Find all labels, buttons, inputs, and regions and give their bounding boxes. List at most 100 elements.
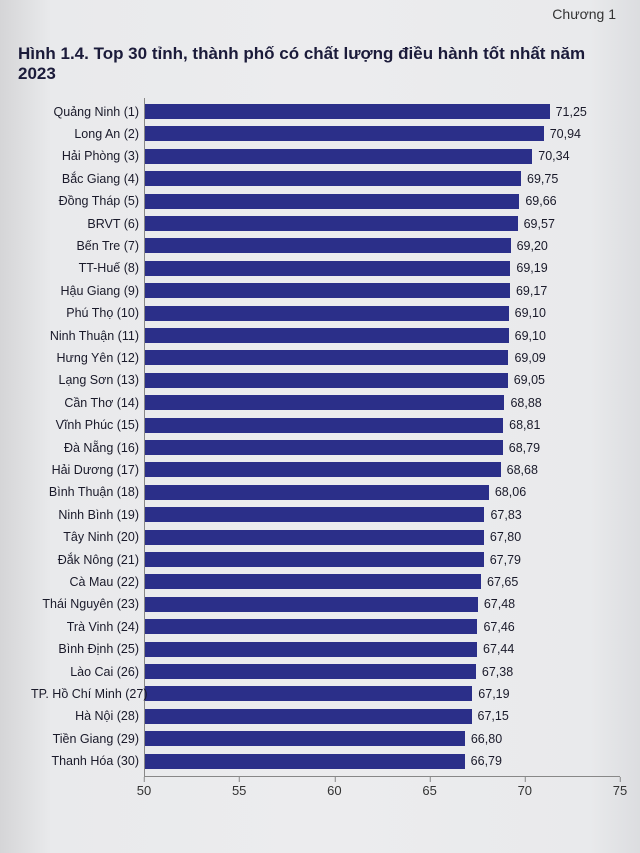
bar-row: Đà Nẵng (16)68,79 [145, 440, 620, 455]
y-label: Đà Nẵng (16) [31, 441, 145, 455]
bar [145, 306, 509, 321]
bar-row: Hải Dương (17)68,68 [145, 462, 620, 477]
bar [145, 194, 519, 209]
bar-row: Cà Mau (22)67,65 [145, 574, 620, 589]
y-label: Ninh Thuận (11) [31, 329, 145, 343]
bar [145, 664, 476, 679]
value-label: 68,81 [509, 418, 540, 432]
y-label: Cà Mau (22) [31, 575, 145, 589]
bar-row: Đồng Tháp (5)69,66 [145, 194, 620, 209]
bar [145, 216, 518, 231]
x-tick: 75 [613, 783, 627, 798]
y-label: Hải Phòng (3) [31, 149, 145, 163]
value-label: 68,68 [507, 463, 538, 477]
value-label: 69,17 [516, 284, 547, 298]
value-label: 67,19 [478, 687, 509, 701]
y-label: Bình Thuận (18) [31, 485, 145, 499]
bar-row: Thanh Hóa (30)66,79 [145, 754, 620, 769]
y-label: Tiền Giang (29) [31, 732, 145, 746]
y-label: Thanh Hóa (30) [31, 754, 145, 768]
bar [145, 552, 484, 567]
value-label: 67,83 [490, 508, 521, 522]
value-label: 69,75 [527, 172, 558, 186]
bar [145, 597, 478, 612]
bar [145, 171, 521, 186]
bar [145, 328, 509, 343]
bar-row: Ninh Bình (19)67,83 [145, 507, 620, 522]
bar-row: Hà Nội (28)67,15 [145, 709, 620, 724]
y-label: Bình Định (25) [31, 642, 145, 656]
y-label: Hậu Giang (9) [31, 284, 145, 298]
bar-row: Thái Nguyên (23)67,48 [145, 597, 620, 612]
bar [145, 395, 504, 410]
bar [145, 440, 503, 455]
y-label: Ninh Bình (19) [31, 508, 145, 522]
value-label: 69,66 [525, 194, 556, 208]
y-label: Lạng Sơn (13) [31, 373, 145, 387]
bar-row: Lào Cai (26)67,38 [145, 664, 620, 679]
x-tick: 50 [137, 783, 151, 798]
bar [145, 754, 465, 769]
chart-title: Hình 1.4. Top 30 tỉnh, thành phố có chất… [18, 44, 622, 84]
bar [145, 619, 477, 634]
bar [145, 731, 465, 746]
x-tick: 70 [518, 783, 532, 798]
y-label: Bến Tre (7) [31, 239, 145, 253]
bar-row: Trà Vinh (24)67,46 [145, 619, 620, 634]
value-label: 67,48 [484, 597, 515, 611]
bar [145, 686, 472, 701]
y-label: Long An (2) [31, 127, 145, 141]
value-label: 67,15 [478, 709, 509, 723]
x-tick: 65 [422, 783, 436, 798]
bar-row: Ninh Thuận (11)69,10 [145, 328, 620, 343]
value-label: 69,19 [516, 261, 547, 275]
bar-row: Phú Thọ (10)69,10 [145, 306, 620, 321]
bar-row: Lạng Sơn (13)69,05 [145, 373, 620, 388]
y-label: Bắc Giang (4) [31, 172, 145, 186]
value-label: 67,80 [490, 530, 521, 544]
value-label: 66,80 [471, 732, 502, 746]
value-label: 66,79 [471, 754, 502, 768]
y-label: Vĩnh Phúc (15) [31, 418, 145, 432]
bar-row: TT-Huế (8)69,19 [145, 261, 620, 276]
value-label: 69,10 [515, 329, 546, 343]
bar [145, 418, 503, 433]
bar-row: Bến Tre (7)69,20 [145, 238, 620, 253]
y-label: Hà Nội (28) [31, 709, 145, 723]
plot-area: Quảng Ninh (1)71,25Long An (2)70,94Hải P… [144, 98, 620, 777]
value-label: 67,79 [490, 553, 521, 567]
y-label: Quảng Ninh (1) [31, 105, 145, 119]
bar-row: Đắk Nông (21)67,79 [145, 552, 620, 567]
bar-row: Bình Thuận (18)68,06 [145, 485, 620, 500]
y-label: Phú Thọ (10) [31, 306, 145, 320]
y-label: Trà Vinh (24) [31, 620, 145, 634]
bar [145, 149, 532, 164]
bar [145, 642, 477, 657]
y-label: Đắk Nông (21) [31, 553, 145, 567]
bar [145, 530, 484, 545]
bar [145, 283, 510, 298]
value-label: 69,05 [514, 373, 545, 387]
bar-row: Hưng Yên (12)69,09 [145, 350, 620, 365]
y-label: Hưng Yên (12) [31, 351, 145, 365]
bar [145, 350, 508, 365]
bar [145, 126, 544, 141]
bar-row: TP. Hồ Chí Minh (27)67,19 [145, 686, 620, 701]
value-label: 69,10 [515, 306, 546, 320]
bar [145, 574, 481, 589]
value-label: 68,79 [509, 441, 540, 455]
value-label: 70,94 [550, 127, 581, 141]
value-label: 68,06 [495, 485, 526, 499]
bar-chart: Quảng Ninh (1)71,25Long An (2)70,94Hải P… [30, 98, 620, 807]
value-label: 67,38 [482, 665, 513, 679]
value-label: 67,65 [487, 575, 518, 589]
value-label: 67,44 [483, 642, 514, 656]
bar [145, 462, 501, 477]
y-label: Cần Thơ (14) [31, 396, 145, 410]
value-label: 69,57 [524, 217, 555, 231]
bar-row: Long An (2)70,94 [145, 126, 620, 141]
y-label: Tây Ninh (20) [31, 530, 145, 544]
x-tick: 60 [327, 783, 341, 798]
bar [145, 485, 489, 500]
value-label: 70,34 [538, 149, 569, 163]
